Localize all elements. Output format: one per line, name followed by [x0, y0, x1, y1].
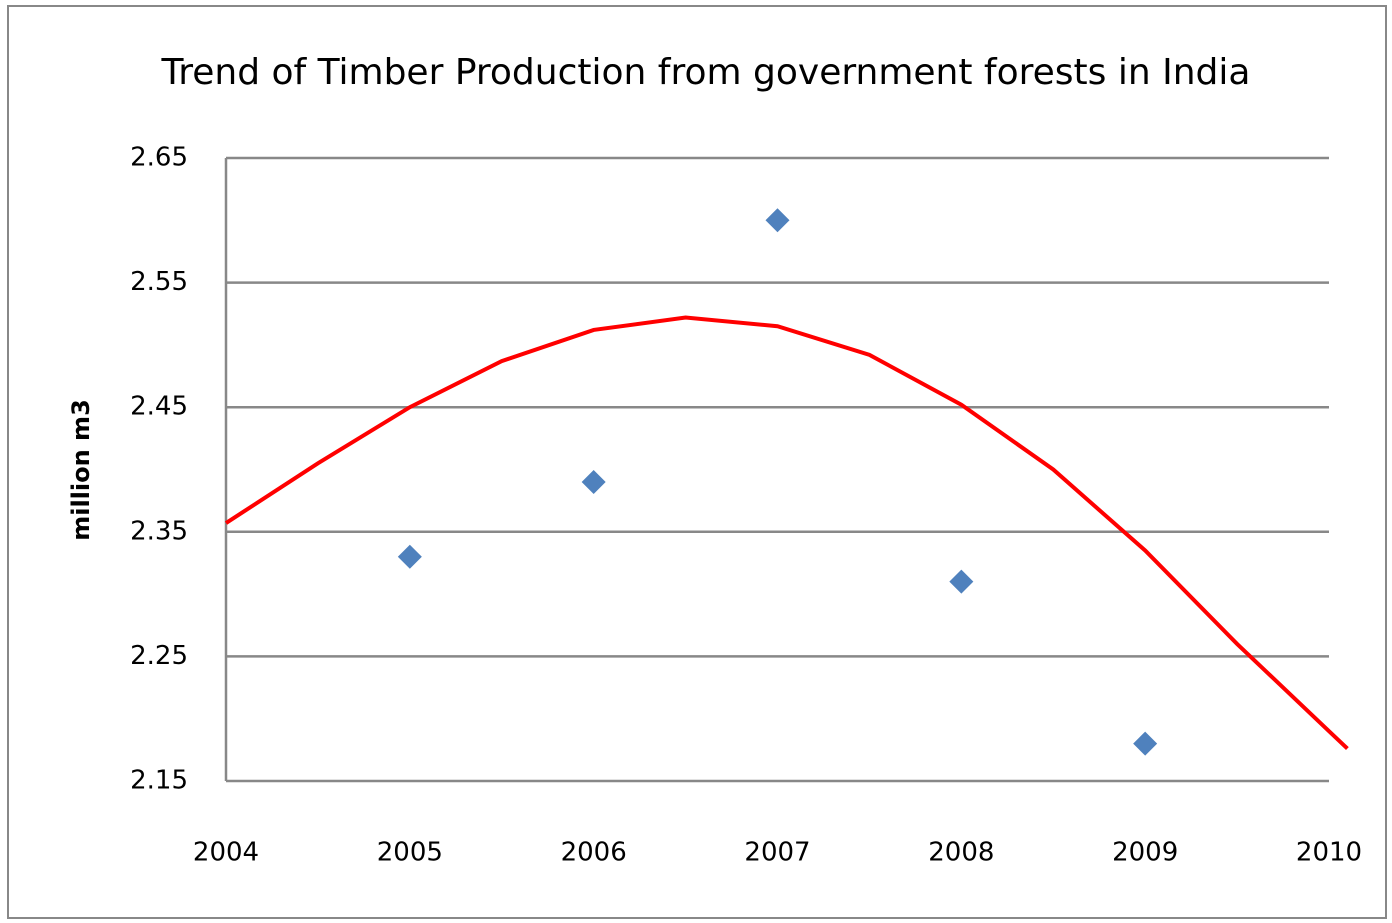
y-tick-label: 2.65 — [130, 143, 188, 173]
data-point — [581, 469, 606, 494]
x-tick-label: 2005 — [377, 838, 443, 868]
y-axis-label: million m3 — [67, 399, 95, 541]
x-tick-label: 2006 — [561, 838, 627, 868]
data-point — [765, 208, 790, 233]
x-tick-label: 2009 — [1112, 838, 1178, 868]
y-tick-label: 2.55 — [130, 267, 188, 297]
y-tick-label: 2.35 — [130, 516, 188, 546]
trend-line — [224, 315, 1349, 751]
y-tick-label: 2.25 — [130, 641, 188, 671]
y-tick-label: 2.45 — [130, 392, 188, 422]
y-tick-label: 2.15 — [130, 766, 188, 796]
x-tick-label: 2008 — [928, 838, 994, 868]
x-tick-label: 2010 — [1296, 838, 1362, 868]
data-point — [397, 544, 422, 569]
x-tick-label: 2004 — [193, 838, 259, 868]
x-tick-label: 2007 — [744, 838, 810, 868]
chart-title: Trend of Timber Production from governme… — [161, 52, 1251, 93]
data-point — [949, 569, 974, 594]
data-point — [1133, 731, 1158, 756]
